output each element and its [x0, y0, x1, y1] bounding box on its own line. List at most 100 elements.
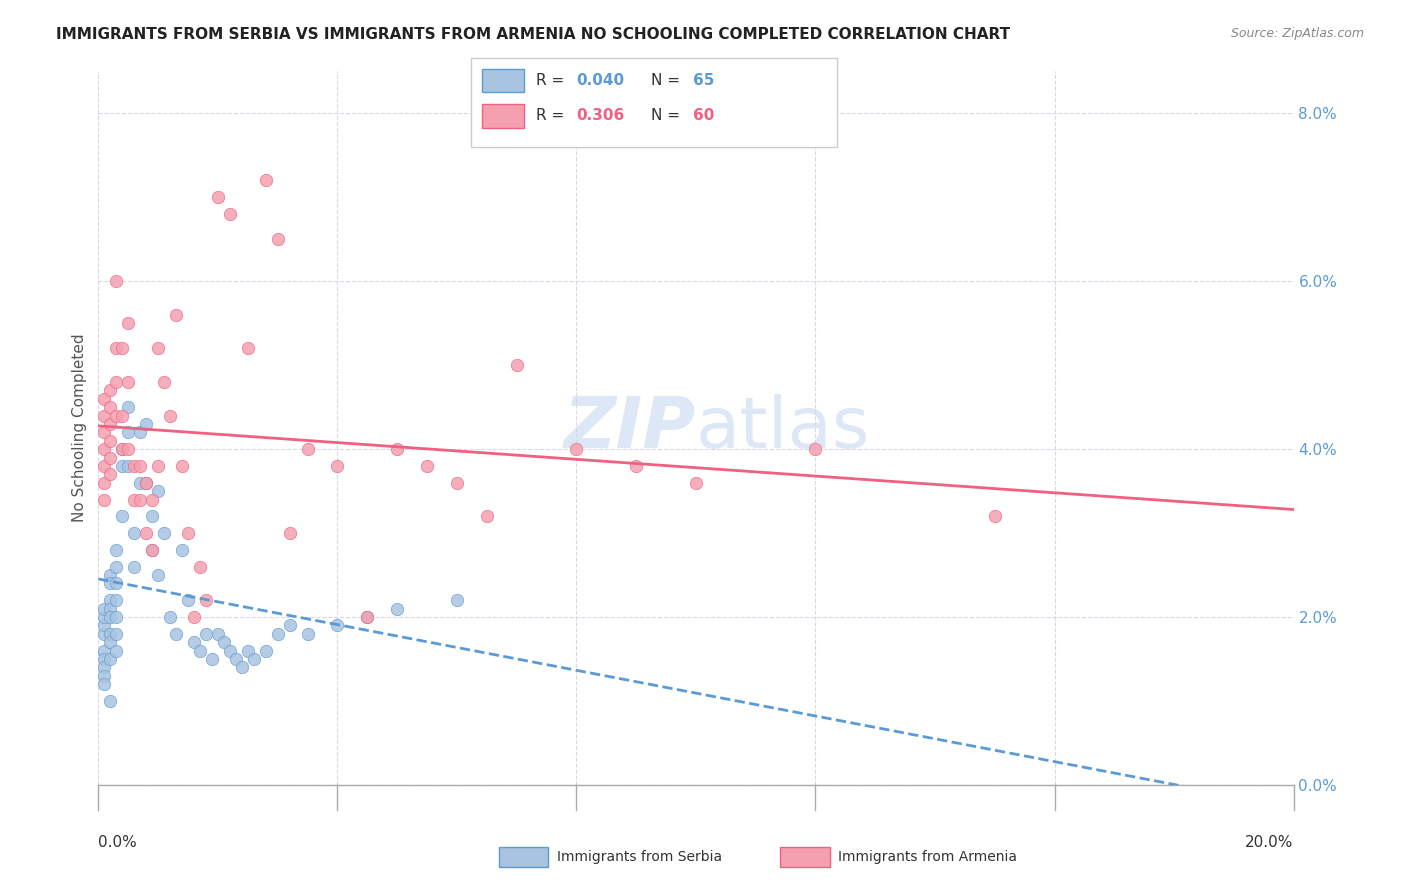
Point: [100, 601, 122, 615]
Point: [100, 384, 122, 398]
Point: [100, 694, 122, 708]
Text: 60: 60: [693, 109, 714, 123]
Point: [100, 652, 122, 666]
Point: [141, 542, 163, 557]
Point: [117, 375, 139, 389]
Point: [105, 593, 128, 607]
Text: R =: R =: [536, 73, 569, 87]
Point: [105, 342, 128, 356]
Point: [254, 643, 277, 657]
Point: [231, 660, 253, 674]
Point: [100, 593, 122, 607]
Point: [416, 458, 439, 473]
Point: [111, 509, 134, 524]
Point: [124, 492, 146, 507]
Point: [148, 484, 170, 499]
Point: [984, 509, 1007, 524]
Point: [172, 542, 194, 557]
Text: Immigrants from Armenia: Immigrants from Armenia: [838, 850, 1017, 864]
Point: [93, 475, 115, 490]
Point: [93, 492, 115, 507]
Point: [111, 342, 134, 356]
Text: 20.0%: 20.0%: [1246, 835, 1294, 850]
Point: [117, 458, 139, 473]
Point: [93, 425, 115, 440]
Text: IMMIGRANTS FROM SERBIA VS IMMIGRANTS FROM ARMENIA NO SCHOOLING COMPLETED CORRELA: IMMIGRANTS FROM SERBIA VS IMMIGRANTS FRO…: [56, 27, 1011, 42]
Point: [159, 610, 181, 624]
Point: [326, 458, 349, 473]
Point: [100, 568, 122, 582]
Point: [165, 627, 187, 641]
Text: R =: R =: [536, 109, 569, 123]
Point: [565, 442, 588, 457]
Point: [105, 627, 128, 641]
Point: [172, 458, 194, 473]
Point: [159, 409, 181, 423]
Point: [93, 601, 115, 615]
Point: [105, 559, 128, 574]
Text: 0.0%: 0.0%: [98, 835, 138, 850]
Point: [297, 627, 319, 641]
Text: Source: ZipAtlas.com: Source: ZipAtlas.com: [1230, 27, 1364, 40]
Point: [105, 409, 128, 423]
Point: [111, 409, 134, 423]
Point: [446, 593, 468, 607]
Point: [93, 652, 115, 666]
Point: [111, 442, 134, 457]
Point: [117, 316, 139, 330]
Point: [93, 627, 115, 641]
Point: [105, 375, 128, 389]
Point: [100, 400, 122, 414]
Point: [93, 409, 115, 423]
Point: [153, 375, 176, 389]
Point: [111, 458, 134, 473]
Point: [148, 342, 170, 356]
Point: [117, 425, 139, 440]
Point: [135, 417, 157, 431]
Point: [124, 458, 146, 473]
Point: [135, 475, 157, 490]
Point: [100, 467, 122, 482]
Point: [111, 442, 134, 457]
Point: [105, 542, 128, 557]
Point: [105, 576, 128, 591]
Point: [236, 342, 259, 356]
Point: [135, 475, 157, 490]
Point: [356, 610, 378, 624]
Point: [804, 442, 827, 457]
Text: Immigrants from Serbia: Immigrants from Serbia: [557, 850, 721, 864]
Point: [278, 618, 301, 632]
Point: [129, 492, 152, 507]
Point: [141, 492, 163, 507]
Point: [105, 643, 128, 657]
Point: [105, 610, 128, 624]
Point: [219, 643, 242, 657]
Point: [267, 232, 290, 246]
Point: [207, 627, 229, 641]
Point: [100, 417, 122, 431]
Point: [100, 434, 122, 448]
Point: [356, 610, 378, 624]
Point: [93, 392, 115, 406]
Y-axis label: No Schooling Completed: No Schooling Completed: [72, 334, 87, 523]
Point: [267, 627, 290, 641]
Point: [100, 610, 122, 624]
Point: [385, 601, 409, 615]
Point: [243, 652, 266, 666]
Point: [165, 308, 187, 322]
Point: [117, 400, 139, 414]
Point: [148, 568, 170, 582]
Point: [124, 526, 146, 541]
Text: 0.040: 0.040: [576, 73, 624, 87]
Text: 0.306: 0.306: [576, 109, 624, 123]
Point: [93, 677, 115, 691]
Point: [326, 618, 349, 632]
Point: [506, 358, 529, 372]
Point: [93, 618, 115, 632]
Point: [446, 475, 468, 490]
Point: [195, 627, 218, 641]
Point: [297, 442, 319, 457]
Point: [100, 450, 122, 465]
Point: [236, 643, 259, 657]
Point: [93, 660, 115, 674]
